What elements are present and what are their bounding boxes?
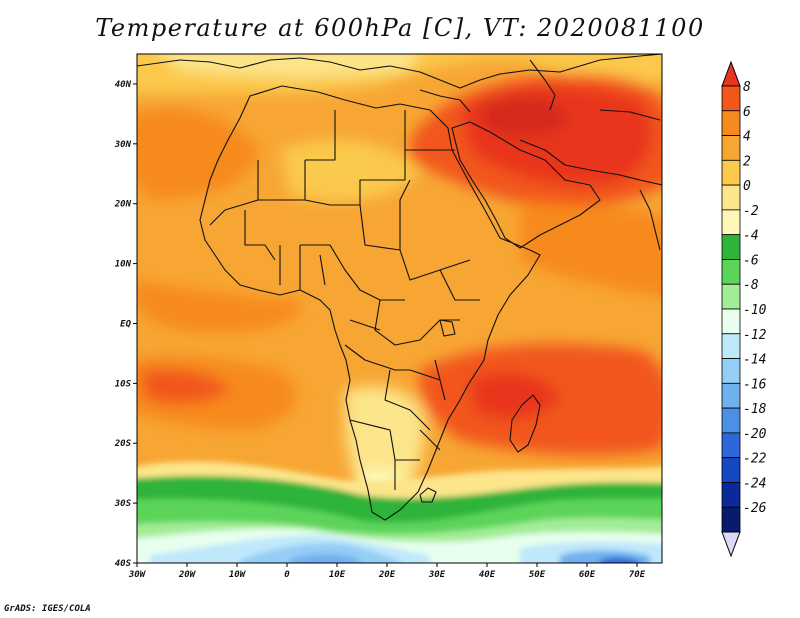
colorbar-swatch	[721, 184, 741, 211]
x-tick-label: 30E	[428, 570, 446, 580]
y-tick-label: 40S	[115, 559, 132, 569]
x-tick-label: 50E	[529, 570, 546, 580]
colorbar: 8 6 4 2 0 -2 -4 -6 -8 -10 -12 -14 -16 -18 -20 -22 -24 -26	[721, 60, 767, 558]
y-tick-label: EQ	[120, 319, 131, 329]
colorbar-label: -14	[743, 353, 766, 368]
x-tick-label: 70E	[629, 570, 646, 580]
y-tick-label: 10N	[115, 260, 132, 270]
colorbar-swatch	[721, 209, 741, 236]
y-tick-label: 20N	[114, 200, 132, 210]
colorbar-swatch	[721, 85, 741, 112]
x-tick-label: 10W	[229, 570, 247, 580]
colorbar-bottom-triangle	[721, 531, 741, 558]
colorbar-label: -24	[743, 476, 766, 491]
colorbar-label: -12	[743, 328, 767, 343]
y-tick-label: 30S	[114, 499, 132, 509]
x-tick-label: 40E	[479, 570, 496, 580]
colorbar-top-triangle	[721, 60, 741, 87]
colorbar-label: -22	[743, 452, 767, 467]
colorbar-swatch	[721, 457, 741, 483]
y-tick-label: 20S	[114, 439, 132, 449]
colorbar-label: -16	[743, 377, 767, 392]
colorbar-label: -10	[743, 303, 767, 318]
y-axis: 40N 30N 20N 10N EQ 10S 20S 30S 40S	[114, 80, 137, 569]
x-tick-label: 0	[284, 570, 290, 580]
colorbar-swatch	[721, 259, 741, 285]
colorbar-label: -8	[743, 278, 759, 293]
x-tick-label: 30W	[128, 570, 147, 580]
colorbar-label: 0	[743, 179, 751, 194]
colorbar-swatch	[721, 110, 741, 136]
colorbar-label: 2	[743, 154, 751, 169]
colorbar-swatch	[721, 382, 741, 409]
colorbar-swatch	[721, 135, 741, 161]
y-tick-label: 10S	[115, 379, 132, 389]
colorbar-swatch	[721, 234, 741, 260]
colorbar-label: -26	[743, 501, 767, 516]
colorbar-swatch	[721, 283, 741, 310]
colorbar-swatch	[721, 358, 741, 384]
colorbar-swatch	[721, 407, 741, 434]
colorbar-label: -18	[743, 402, 767, 417]
y-tick-label: 30N	[114, 140, 132, 150]
x-tick-label: 20E	[378, 570, 396, 580]
colorbar-label: -6	[743, 253, 759, 268]
colorbar-label: -4	[743, 229, 759, 244]
x-tick-label: 20W	[178, 570, 197, 580]
colorbar-label: 6	[743, 105, 751, 120]
colorbar-label: 4	[743, 130, 751, 145]
colorbar-swatch	[721, 333, 741, 359]
coastlines	[137, 54, 662, 521]
x-tick-label: 60E	[579, 570, 596, 580]
colorbar-swatch	[721, 159, 741, 186]
colorbar-label: -20	[743, 427, 767, 442]
colorbar-swatch	[721, 482, 741, 508]
grads-credit: GrADS: IGES/COLA	[4, 604, 91, 614]
y-tick-label: 40N	[115, 80, 132, 90]
colorbar-swatch	[721, 506, 741, 533]
colorbar-label: 8	[743, 80, 751, 95]
x-axis: 30W 20W 10W 0 10E 20E 30E 40E 50E 60E 70E	[128, 563, 646, 580]
colorbar-swatch	[721, 432, 741, 459]
map-title: Temperature at 600hPa [C], VT: 202008110…	[95, 14, 705, 42]
x-tick-label: 10E	[329, 570, 346, 580]
temperature-field	[137, 54, 662, 563]
map-frame	[136, 53, 663, 564]
colorbar-swatch	[721, 308, 741, 335]
colorbar-label: -2	[743, 204, 759, 219]
